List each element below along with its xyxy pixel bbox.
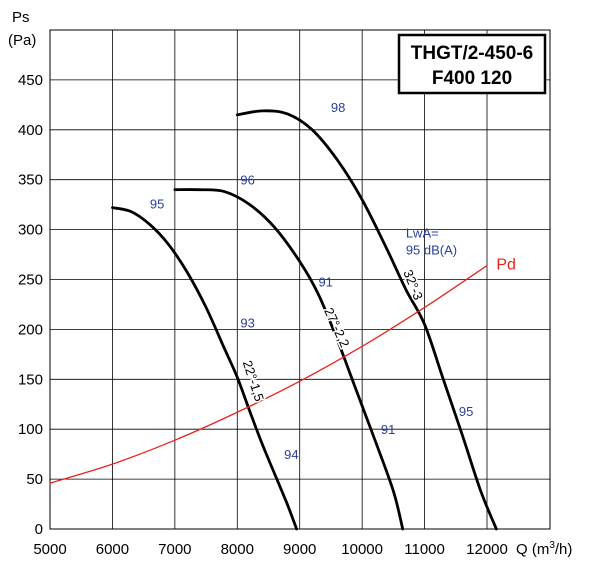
annotation-label: 95 (150, 197, 164, 212)
y-tick-label: 50 (26, 471, 43, 488)
y-axis-title-line1: Ps (12, 9, 30, 26)
annotation-label: 96 (240, 173, 254, 188)
series-line-2722 (173, 188, 405, 531)
curve-label: 27°-2,2 (321, 305, 352, 349)
series-line-2215 (111, 206, 298, 531)
x-tick-label: 7000 (158, 541, 191, 558)
annotation-label: 93 (240, 315, 254, 330)
annotation-label: 98 (331, 100, 345, 115)
y-tick-label: 100 (18, 421, 43, 438)
y-tick-label: 350 (18, 172, 43, 189)
title-box-frame (397, 33, 547, 95)
x-tick-label: 5000 (33, 541, 66, 558)
series-group (49, 109, 498, 531)
pd-label: Pd (496, 257, 516, 274)
y-tick-label: 300 (18, 222, 43, 239)
y-tick-label: 450 (18, 72, 43, 89)
annotation-label: LwA= (406, 226, 439, 241)
x-tick-label: 10000 (341, 541, 383, 558)
y-tick-label: 250 (18, 272, 43, 289)
annotation-label: 95 dB(A) (406, 243, 457, 258)
annotation-label: 94 (284, 447, 298, 462)
title-box: THGT/2-450-6 F400 120 (397, 33, 547, 95)
x-tick-label: 11000 (404, 541, 445, 558)
y-axis-title-line2: (Pa) (8, 32, 36, 49)
annotation-label: 91 (381, 422, 395, 437)
series-line-pd (49, 264, 488, 484)
series-line-323 (235, 109, 498, 531)
chart-title-line1: THGT/2-450-6 (411, 43, 533, 64)
x-tick-label: 8000 (221, 541, 254, 558)
annotation-label: 95 (459, 404, 473, 419)
chart-title-line2: F400 120 (432, 68, 512, 89)
x-tick-label: 12000 (466, 541, 508, 558)
y-tick-label: 150 (18, 371, 43, 388)
y-tick-label: 0 (35, 521, 43, 538)
grid (49, 29, 551, 530)
y-tick-label: 400 (18, 122, 43, 139)
x-tick-label: 6000 (96, 541, 129, 558)
x-axis-title: Q (m3/h) (516, 540, 572, 558)
annotation-label: 91 (318, 274, 332, 289)
x-tick-label: 9000 (283, 541, 316, 558)
y-tick-label: 200 (18, 321, 43, 338)
